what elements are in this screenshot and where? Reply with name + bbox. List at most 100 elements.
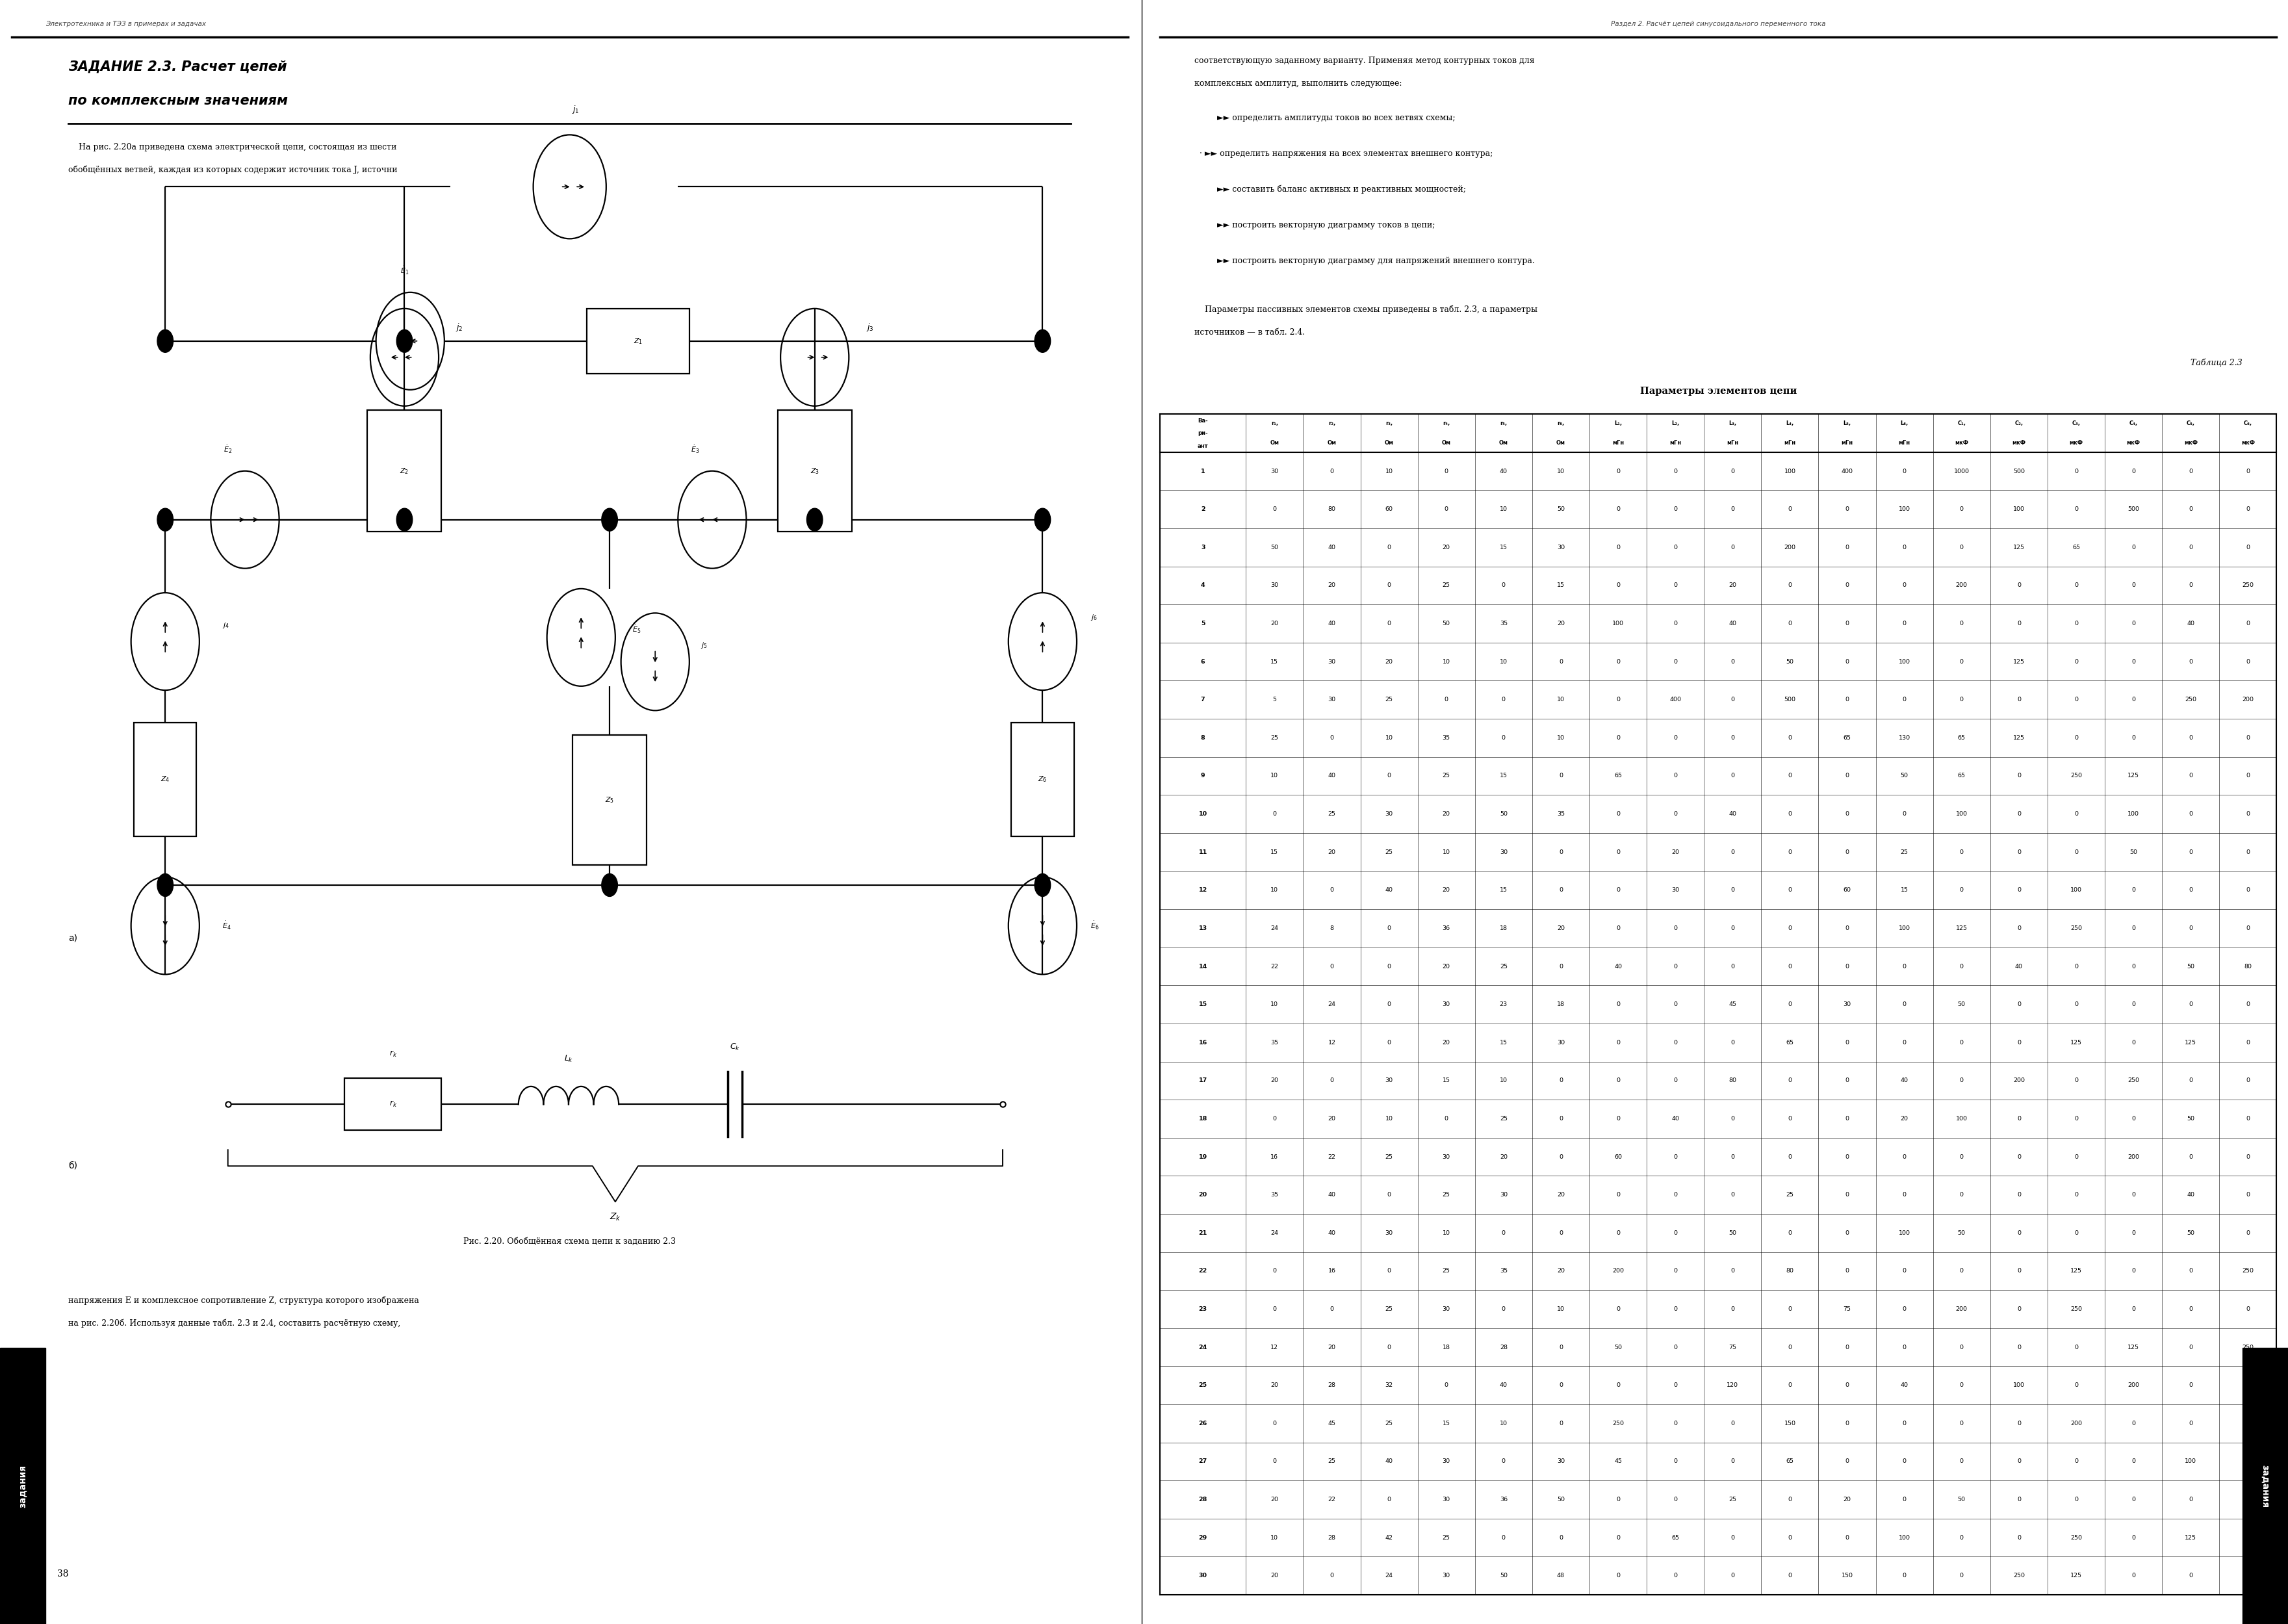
- Text: 20: 20: [1844, 1497, 1851, 1502]
- Text: 0: 0: [1387, 963, 1391, 970]
- Text: 75: 75: [1730, 1345, 1737, 1350]
- Text: 0: 0: [1387, 620, 1391, 627]
- Text: 15: 15: [1499, 1039, 1508, 1046]
- Text: 30: 30: [1441, 1155, 1451, 1160]
- Text: 0: 0: [1901, 583, 1906, 588]
- Text: 0: 0: [2247, 1192, 2249, 1199]
- Text: 10: 10: [1441, 659, 1451, 664]
- Text: б): б): [69, 1161, 78, 1171]
- Text: мГн: мГн: [1785, 440, 1796, 445]
- Text: 20: 20: [1327, 1116, 1336, 1122]
- Text: 0: 0: [1844, 773, 1849, 780]
- Text: 0: 0: [1615, 1192, 1620, 1199]
- Text: а): а): [69, 934, 78, 944]
- Text: 30: 30: [1441, 1458, 1451, 1465]
- Text: 0: 0: [1901, 1497, 1906, 1502]
- Text: 0: 0: [1558, 887, 1563, 893]
- Text: $\dot{E}_5$: $\dot{E}_5$: [631, 624, 641, 635]
- Text: 20: 20: [1441, 810, 1451, 817]
- Text: 0: 0: [2247, 926, 2249, 931]
- Text: 0: 0: [2190, 468, 2192, 474]
- Text: 200: 200: [2013, 1078, 2025, 1083]
- Text: 35: 35: [1556, 810, 1565, 817]
- Text: L₄,: L₄,: [1787, 421, 1794, 427]
- Text: r₄,: r₄,: [1444, 421, 1451, 427]
- Text: 0: 0: [1615, 1078, 1620, 1083]
- Text: 20: 20: [1441, 544, 1451, 551]
- Text: обобщённых ветвей, каждая из которых содержит источник тока J, источни: обобщённых ветвей, каждая из которых сод…: [69, 166, 398, 174]
- Text: 40: 40: [1901, 1078, 1908, 1083]
- Text: 0: 0: [1787, 773, 1792, 780]
- Text: 0: 0: [2018, 1002, 2020, 1007]
- Text: 0: 0: [1901, 544, 1906, 551]
- Text: 18: 18: [1199, 1116, 1208, 1122]
- Text: 250: 250: [2128, 1078, 2139, 1083]
- Text: 0: 0: [2190, 507, 2192, 512]
- Text: 10: 10: [1499, 507, 1508, 512]
- Text: 0: 0: [1901, 468, 1906, 474]
- Text: 0: 0: [2075, 1382, 2078, 1389]
- Text: 0: 0: [1387, 1268, 1391, 1273]
- Text: 0: 0: [2075, 1002, 2078, 1007]
- Text: 0: 0: [1730, 1116, 1734, 1122]
- Text: мкФ: мкФ: [2242, 440, 2254, 445]
- Text: 100: 100: [1899, 659, 1910, 664]
- Text: Рис. 2.20. Обобщённая схема цепи к заданию 2.3: Рис. 2.20. Обобщённая схема цепи к задан…: [464, 1237, 675, 1246]
- Text: 0: 0: [2190, 810, 2192, 817]
- Text: 0: 0: [2075, 620, 2078, 627]
- Text: 0: 0: [1844, 583, 1849, 588]
- Text: 0: 0: [1844, 507, 1849, 512]
- Text: Раздел 2. Расчёт цепей синусоидального переменного тока: Раздел 2. Расчёт цепей синусоидального п…: [1611, 21, 1826, 28]
- Text: 0: 0: [1615, 1497, 1620, 1502]
- Text: 50: 50: [1441, 620, 1451, 627]
- Text: 20: 20: [1673, 849, 1679, 854]
- Text: 0: 0: [2132, 659, 2135, 664]
- Text: 0: 0: [2132, 963, 2135, 970]
- Text: 0: 0: [1558, 1382, 1563, 1389]
- Text: 24: 24: [1384, 1572, 1393, 1579]
- Text: 0: 0: [2247, 1229, 2249, 1236]
- Text: 0: 0: [2018, 1421, 2020, 1426]
- Text: 45: 45: [1730, 1002, 1737, 1007]
- Text: мкФ: мкФ: [2183, 440, 2196, 445]
- Text: ►► построить векторную диаграмму токов в цепи;: ►► построить векторную диаграмму токов в…: [1217, 221, 1435, 229]
- Text: 13: 13: [1199, 926, 1208, 931]
- Text: 10: 10: [1270, 1002, 1279, 1007]
- Text: 0: 0: [2132, 1002, 2135, 1007]
- Text: 0: 0: [1615, 697, 1620, 703]
- Text: 10: 10: [1499, 659, 1508, 664]
- Text: 1: 1: [1201, 468, 1206, 474]
- Text: 0: 0: [1961, 507, 1963, 512]
- Text: 0: 0: [1961, 1535, 1963, 1541]
- Text: 100: 100: [2185, 1458, 2196, 1465]
- Text: 0: 0: [1730, 659, 1734, 664]
- Text: 0: 0: [2190, 1306, 2192, 1312]
- Text: 0: 0: [1673, 1155, 1677, 1160]
- Text: 0: 0: [1730, 1155, 1734, 1160]
- Text: 4: 4: [1201, 583, 1206, 588]
- Text: 35: 35: [1270, 1039, 1279, 1046]
- Text: 0: 0: [2132, 926, 2135, 931]
- Text: 0: 0: [1901, 1155, 1906, 1160]
- Text: 0: 0: [2247, 810, 2249, 817]
- Text: 0: 0: [1844, 1458, 1849, 1465]
- Circle shape: [396, 330, 412, 352]
- Text: 125: 125: [2185, 1039, 2196, 1046]
- Text: 0: 0: [1961, 1268, 1963, 1273]
- Text: 200: 200: [1956, 583, 1968, 588]
- Text: 125: 125: [2071, 1268, 2082, 1273]
- Text: 0: 0: [1615, 1002, 1620, 1007]
- Text: 25: 25: [1327, 1458, 1336, 1465]
- Text: 0: 0: [1787, 926, 1792, 931]
- Text: ►► построить векторную диаграмму для напряжений внешнего контура.: ►► построить векторную диаграмму для нап…: [1217, 257, 1535, 265]
- Text: 50: 50: [2187, 963, 2194, 970]
- Text: 0: 0: [2018, 1497, 2020, 1502]
- Text: 0: 0: [2132, 887, 2135, 893]
- Text: 20: 20: [1270, 1078, 1279, 1083]
- Text: 100: 100: [2128, 810, 2139, 817]
- Text: 0: 0: [1901, 1268, 1906, 1273]
- Text: 0: 0: [1787, 1497, 1792, 1502]
- Text: 0: 0: [2132, 1039, 2135, 1046]
- Text: $C_k$: $C_k$: [730, 1043, 739, 1052]
- Text: 30: 30: [1556, 1039, 1565, 1046]
